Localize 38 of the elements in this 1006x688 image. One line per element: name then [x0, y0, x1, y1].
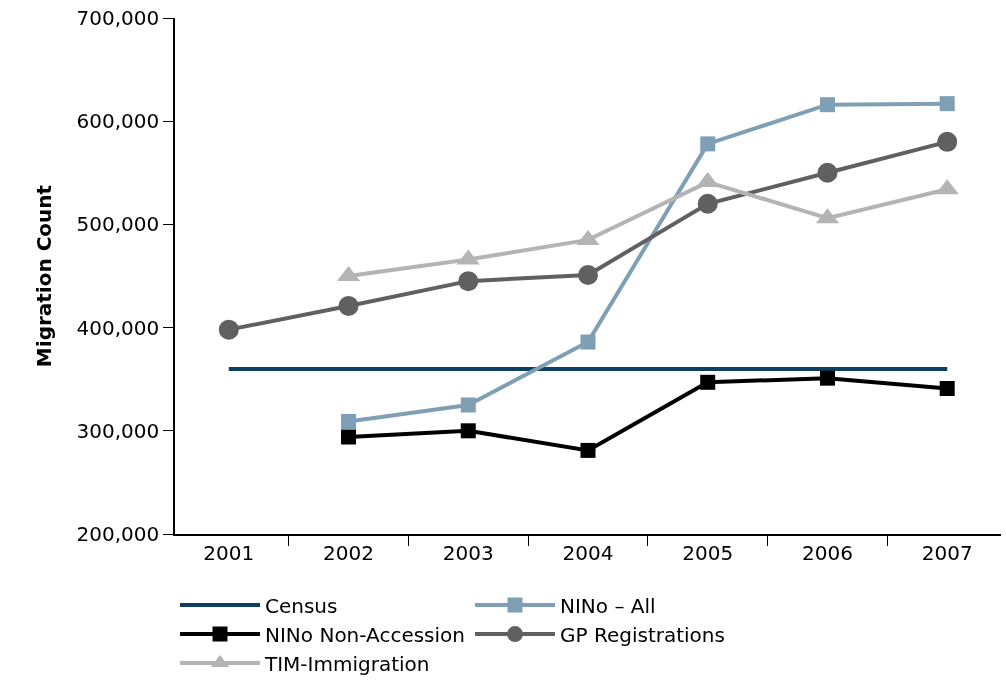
- legend-label: NINo Non-Accession: [265, 622, 465, 647]
- point: [580, 334, 596, 350]
- x-tick-label: 2005: [682, 540, 734, 565]
- x-tick-label: 2007: [921, 540, 973, 565]
- y-tick-label: 700,000: [76, 6, 160, 30]
- point: [460, 397, 476, 413]
- x-tick-label: 2001: [203, 540, 255, 565]
- point: [700, 136, 716, 152]
- point: [819, 370, 835, 386]
- x-tick-label: 2004: [562, 540, 614, 565]
- y-tick-label: 300,000: [76, 418, 160, 443]
- x-tick-label: 2002: [323, 540, 374, 565]
- y-axis-title: Migration Count: [31, 184, 56, 368]
- point: [939, 96, 955, 112]
- x-tick-label: 2003: [442, 540, 494, 565]
- y-tick-label: 500,000: [76, 212, 160, 237]
- y-tick-label: 600,000: [76, 109, 160, 134]
- point: [697, 193, 718, 214]
- point: [700, 374, 716, 390]
- point: [341, 414, 357, 430]
- legend-label: NINo – All: [560, 593, 656, 618]
- point: [458, 271, 479, 292]
- point: [937, 131, 958, 152]
- legend-label: Census: [265, 593, 338, 618]
- point: [341, 429, 357, 445]
- y-tick-label: 200,000: [76, 522, 160, 546]
- point: [817, 162, 838, 183]
- point: [819, 97, 835, 113]
- point: [578, 264, 598, 285]
- legend-label: TIM-Immigration: [264, 651, 430, 676]
- point: [338, 295, 359, 316]
- x-tick-label: 2006: [802, 540, 853, 565]
- point: [460, 423, 476, 439]
- point: [939, 380, 955, 396]
- y-tick-label: 400,000: [76, 315, 160, 340]
- legend-label: GP Registrations: [560, 622, 725, 647]
- point: [580, 442, 596, 458]
- point: [218, 319, 239, 340]
